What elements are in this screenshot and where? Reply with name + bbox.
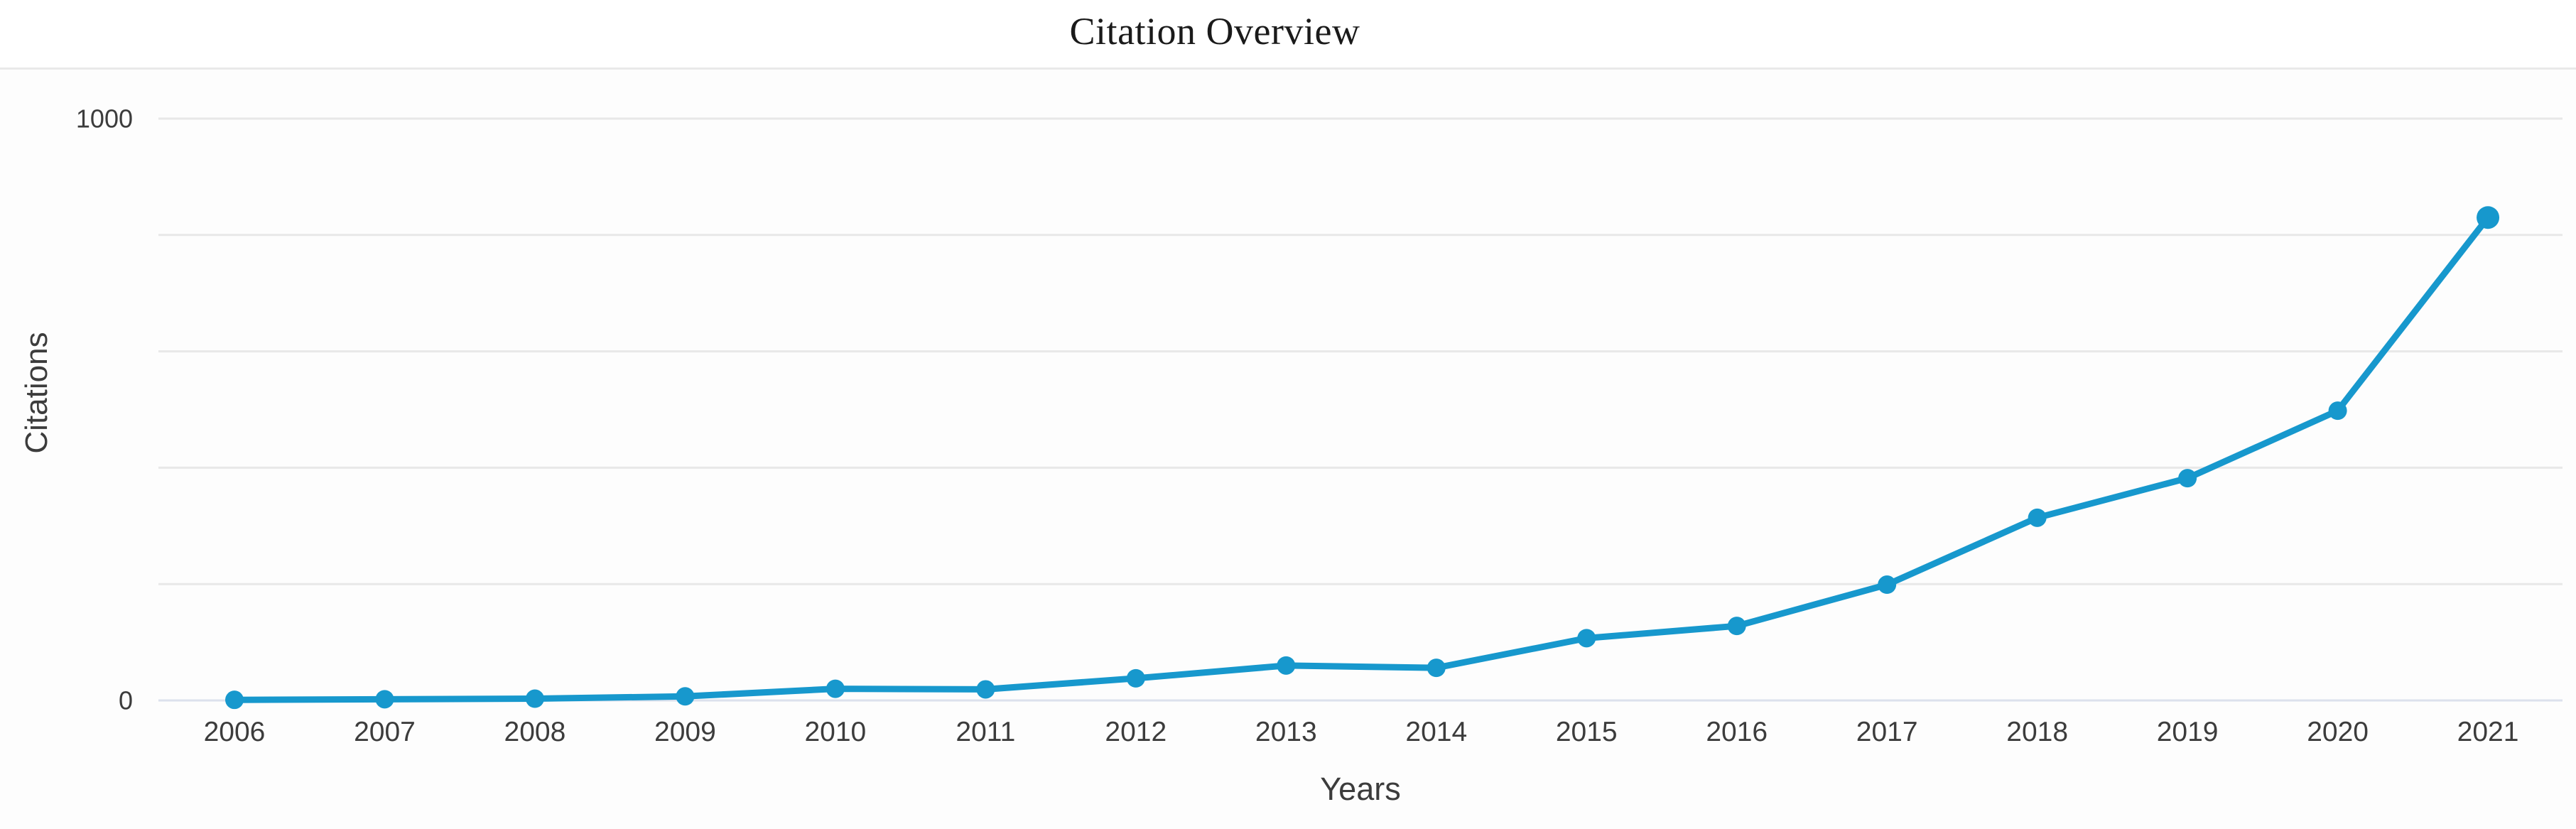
- citations-series-line: [231, 214, 2491, 703]
- x-tick-label-2006: 2006: [204, 717, 266, 747]
- chart-title: Citation Overview: [1069, 10, 1360, 53]
- data-point-2009[interactable]: [676, 687, 695, 706]
- x-tick-label-2010: 2010: [804, 717, 866, 747]
- data-point-2007[interactable]: [375, 690, 394, 709]
- data-point-2011[interactable]: [976, 680, 995, 699]
- data-point-2016[interactable]: [1727, 617, 1746, 636]
- y-tick-label-1000: 1000: [76, 104, 133, 134]
- x-tick-label-2007: 2007: [354, 717, 416, 747]
- y-axis-title: Citations: [19, 332, 54, 454]
- y-tick-label-0: 0: [119, 686, 133, 715]
- x-tick-label-2008: 2008: [504, 717, 566, 747]
- x-tick-label-2018: 2018: [2006, 717, 2068, 747]
- x-tick-label-2020: 2020: [2307, 717, 2369, 747]
- chart-area: 0 1000 2006 2007 2008 2009 2010 2011 2012 2013 201…: [0, 70, 2576, 829]
- data-point-2013[interactable]: [1277, 656, 1296, 675]
- figure-header: Citation Overview: [0, 0, 2576, 70]
- x-tick-label-2013: 2013: [1255, 717, 1317, 747]
- x-tick-label-2016: 2016: [1706, 717, 1768, 747]
- data-point-2010[interactable]: [826, 679, 845, 698]
- x-tick-label-2019: 2019: [2157, 717, 2219, 747]
- data-point-2012[interactable]: [1126, 668, 1145, 688]
- x-tick-label-2015: 2015: [1556, 717, 1618, 747]
- data-point-2021[interactable]: [2477, 206, 2500, 229]
- data-point-2020[interactable]: [2328, 401, 2347, 421]
- x-tick-label-2017: 2017: [1856, 717, 1918, 747]
- data-point-2018[interactable]: [2028, 508, 2047, 527]
- data-point-2014[interactable]: [1427, 659, 1446, 678]
- x-axis-title: Years: [1320, 771, 1401, 807]
- data-point-2017[interactable]: [1878, 575, 1897, 595]
- x-tick-label-2009: 2009: [654, 717, 716, 747]
- x-tick-label-2014: 2014: [1405, 717, 1467, 747]
- data-point-2006[interactable]: [225, 690, 244, 710]
- data-point-2008[interactable]: [525, 689, 544, 708]
- x-tick-label-2011: 2011: [956, 717, 1015, 747]
- data-point-2019[interactable]: [2178, 469, 2197, 488]
- x-tick-label-2012: 2012: [1105, 717, 1167, 747]
- data-point-2015[interactable]: [1577, 629, 1596, 648]
- x-tick-label-2021: 2021: [2457, 717, 2519, 747]
